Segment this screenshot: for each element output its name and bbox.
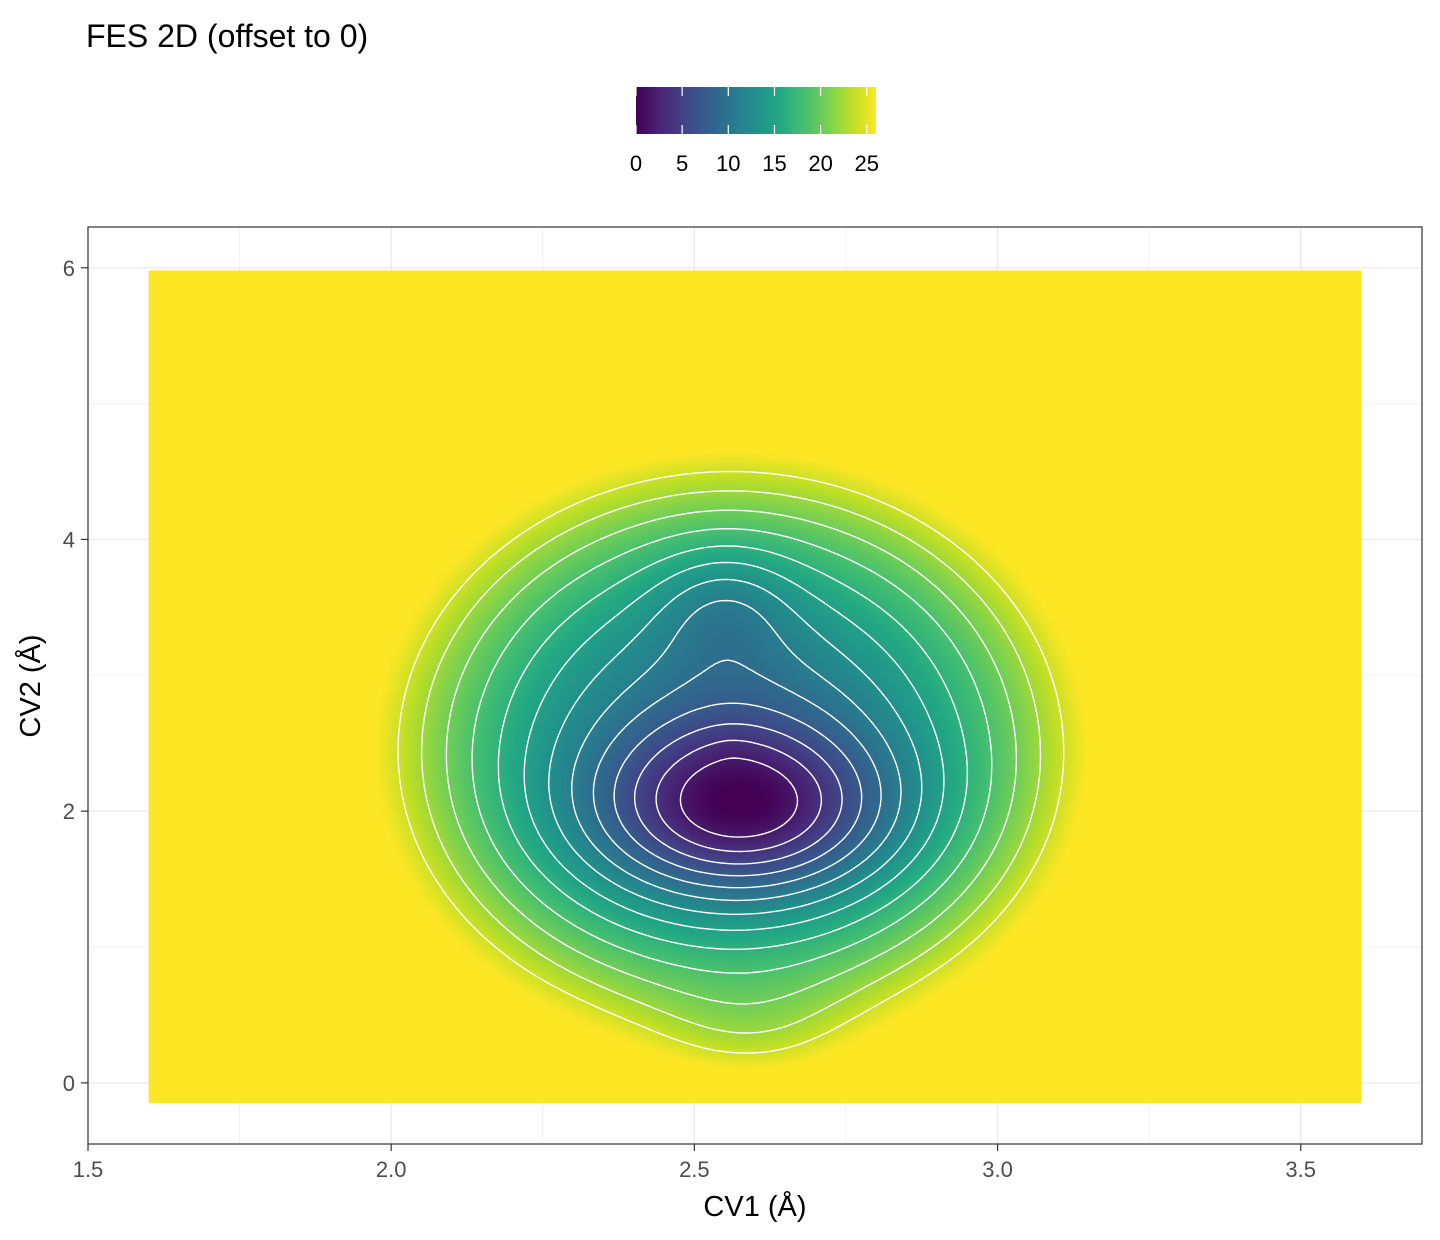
colorbar-tick-label: 25 bbox=[855, 151, 879, 176]
contour-line bbox=[548, 578, 923, 915]
colorbar-tick-label: 15 bbox=[762, 151, 786, 176]
contour-line bbox=[445, 509, 1018, 1005]
colorbar-tick-label: 20 bbox=[808, 151, 832, 176]
colorbar: 0 5 10 15 20 25 bbox=[630, 87, 879, 176]
x-tick-label: 3.5 bbox=[1285, 1157, 1316, 1182]
plot-panel: 1.5 2.0 2.5 3.0 3.5 0 2 4 6 bbox=[63, 226, 1423, 1182]
fes-heatmap bbox=[148, 270, 1362, 1104]
x-tick-label: 2.0 bbox=[376, 1157, 407, 1182]
contour-line bbox=[571, 599, 902, 902]
x-tick-label: 2.5 bbox=[679, 1157, 710, 1182]
x-tick-label: 3.0 bbox=[982, 1157, 1013, 1182]
contour-line bbox=[420, 490, 1042, 1034]
panel-border bbox=[87, 226, 1423, 1145]
contour-line bbox=[634, 723, 843, 865]
x-axis: 1.5 2.0 2.5 3.0 3.5 bbox=[73, 1144, 1316, 1182]
contour-line bbox=[397, 470, 1065, 1054]
y-tick-label: 2 bbox=[63, 799, 75, 824]
chart-title: FES 2D (offset to 0) bbox=[86, 18, 368, 54]
contour-line bbox=[471, 528, 993, 974]
colorbar-tick-label: 0 bbox=[630, 151, 642, 176]
contour-line bbox=[592, 659, 882, 889]
contour-line bbox=[679, 757, 799, 838]
colorbar-tick-label: 5 bbox=[676, 151, 688, 176]
contour-lines bbox=[397, 470, 1065, 1054]
colorbar-gradient bbox=[636, 87, 876, 134]
x-axis-label: CV1 (Å) bbox=[703, 1190, 806, 1223]
y-axis: 0 2 4 6 bbox=[63, 256, 88, 1096]
y-axis-label: CV2 (Å) bbox=[14, 634, 47, 737]
colorbar-tick-label: 10 bbox=[716, 151, 740, 176]
contour-line bbox=[655, 739, 823, 853]
y-tick-label: 4 bbox=[63, 527, 75, 552]
y-tick-label: 0 bbox=[63, 1071, 75, 1096]
contour-line bbox=[613, 702, 863, 877]
contour-line bbox=[523, 561, 945, 931]
x-tick-label: 1.5 bbox=[73, 1157, 104, 1182]
contour-line bbox=[497, 545, 969, 950]
y-tick-label: 6 bbox=[63, 256, 75, 281]
